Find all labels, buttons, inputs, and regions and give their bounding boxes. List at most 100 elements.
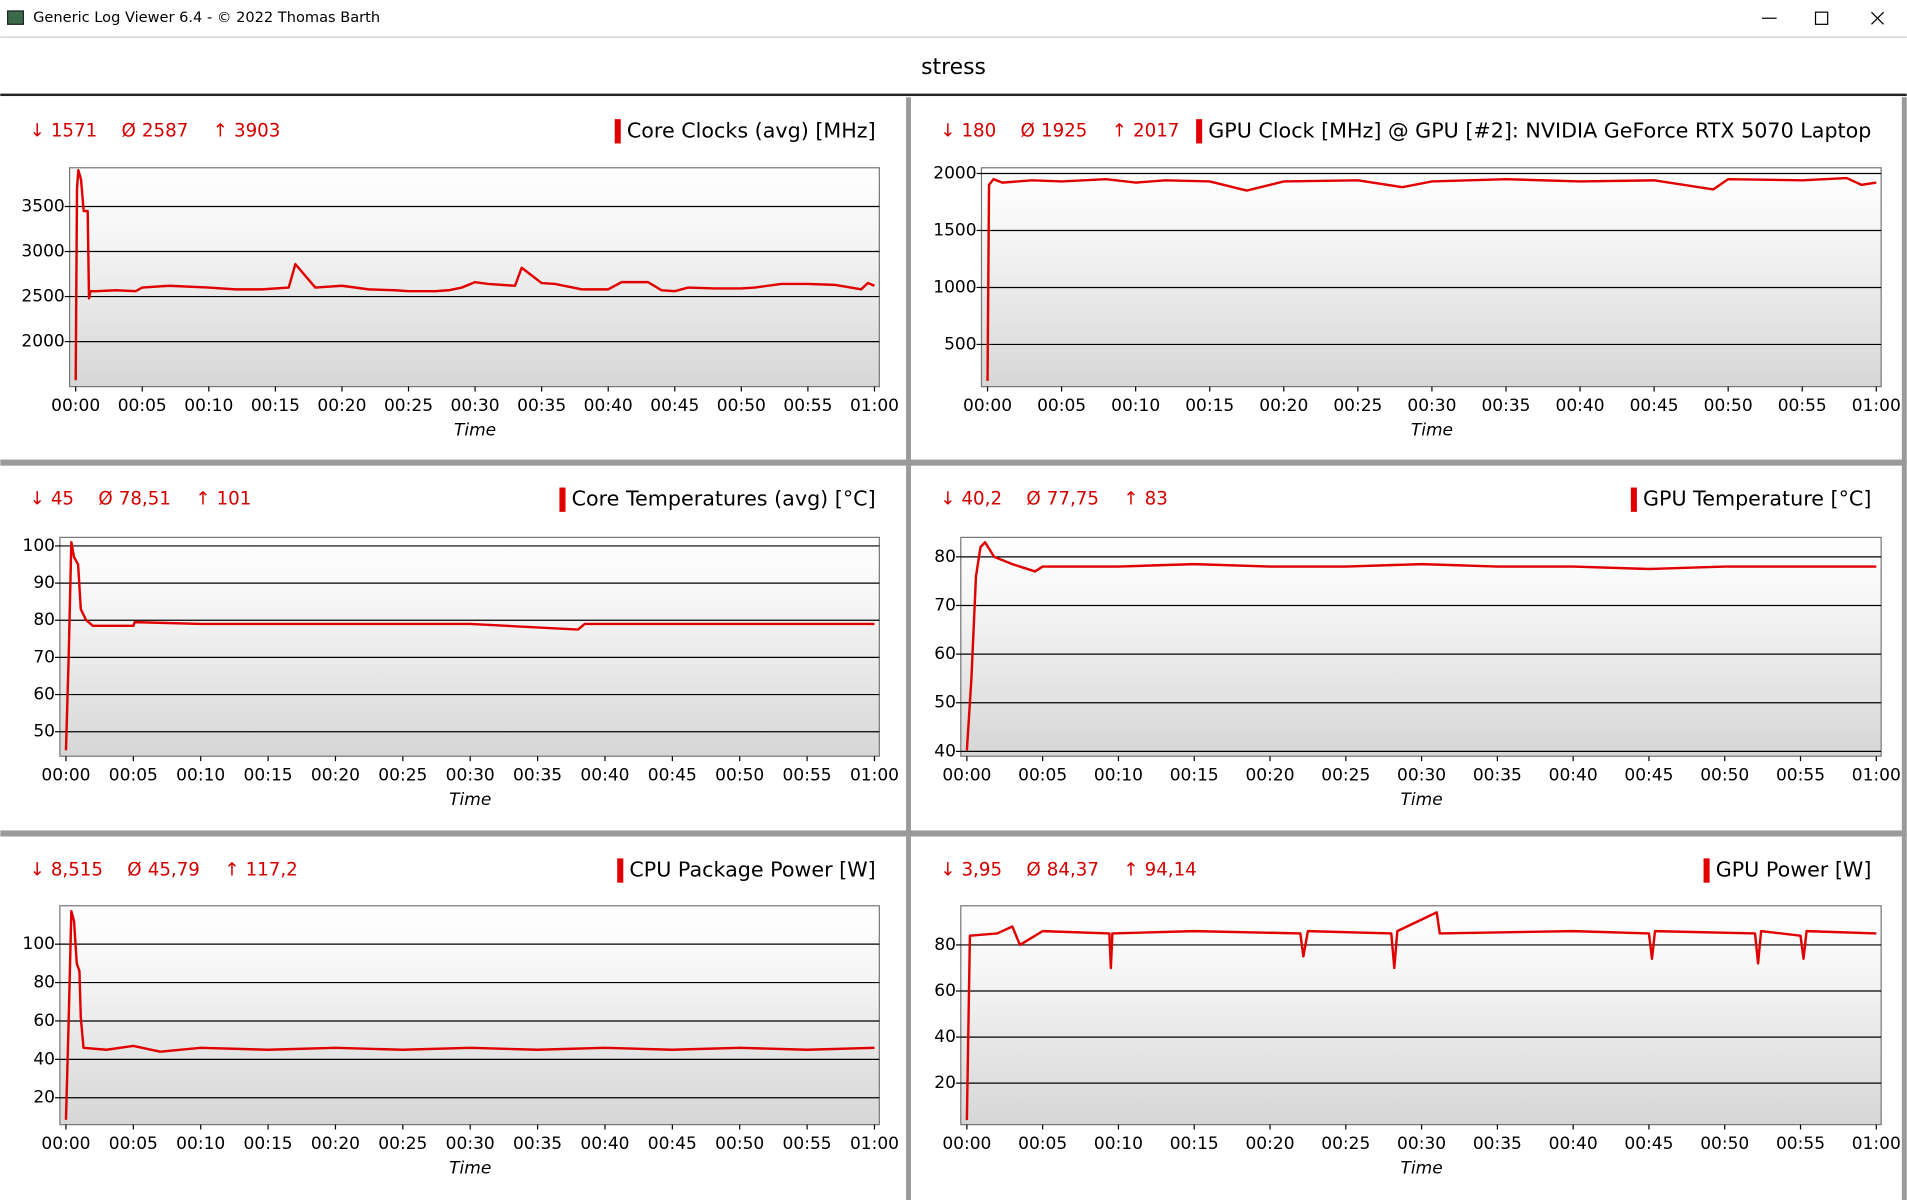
stat-value: 45 (51, 489, 74, 510)
y-tick-label: 40 (934, 741, 956, 761)
x-tick-label: 00:30 (446, 766, 495, 786)
stat-symbol: ↓ (29, 120, 44, 141)
stat-symbol: ↑ (213, 120, 228, 141)
x-tick-label: 00:35 (1473, 1134, 1522, 1154)
x-tick-label: 00:40 (1549, 766, 1598, 786)
x-tick-label: 00:30 (1397, 766, 1446, 786)
x-axis-label: Time (454, 420, 496, 440)
x-tick-label: 00:45 (1624, 1134, 1673, 1154)
x-tick-label: 00:20 (317, 396, 366, 416)
x-tick-label: 01:00 (850, 1134, 899, 1154)
y-tick-label: 1500 (933, 220, 976, 240)
y-tick-label: 3000 (21, 242, 64, 262)
stat-value: 2587 (142, 120, 188, 141)
maximize-button[interactable] (1814, 11, 1829, 25)
x-tick-label: 00:50 (715, 1134, 764, 1154)
stat-symbol: Ø (1021, 120, 1035, 141)
legend-label: GPU Temperature [°C] (1643, 487, 1871, 511)
plot-area (59, 905, 880, 1126)
plot-area (59, 536, 880, 757)
plot-area (960, 536, 1882, 757)
x-tick-label: 00:10 (176, 1134, 225, 1154)
y-tick-label: 20 (33, 1088, 55, 1108)
x-tick-label: 00:15 (1185, 396, 1234, 416)
stat-value: 3,95 (961, 860, 1002, 881)
stat-value: 1925 (1041, 120, 1087, 141)
legend-swatch (614, 119, 621, 144)
x-tick-label: 00:50 (1704, 396, 1753, 416)
x-tick-label: 00:15 (1170, 1134, 1219, 1154)
x-axis-label: Time (449, 790, 491, 810)
x-tick-label: 00:05 (1037, 396, 1086, 416)
stat-symbol: ↓ (29, 860, 44, 881)
x-tick-label: 01:00 (850, 766, 899, 786)
stat-symbol: ↑ (224, 860, 239, 881)
x-tick-label: 00:20 (311, 1134, 360, 1154)
y-tick-label: 70 (934, 595, 956, 615)
x-tick-label: 00:20 (1245, 766, 1294, 786)
panel-divider (0, 830, 1907, 837)
stat-value: 8,515 (51, 860, 103, 881)
close-button[interactable] (1871, 11, 1885, 25)
y-tick-label: 90 (33, 573, 55, 593)
y-tick-label: 2000 (21, 332, 64, 352)
x-tick-label: 00:55 (1776, 1134, 1825, 1154)
x-tick-label: 00:10 (1094, 766, 1143, 786)
y-tick-label: 80 (934, 547, 956, 567)
x-tick-label: 00:50 (715, 766, 764, 786)
x-tick-label: 00:35 (513, 1134, 562, 1154)
x-tick-label: 00:05 (1018, 1134, 1067, 1154)
x-tick-label: 00:20 (1259, 396, 1308, 416)
x-axis-label: Time (1400, 790, 1442, 810)
x-tick-label: 00:40 (1556, 396, 1605, 416)
stat-symbol: Ø (1026, 860, 1040, 881)
x-tick-label: 00:15 (1170, 766, 1219, 786)
x-tick-label: 00:25 (378, 1134, 427, 1154)
legend-label: GPU Clock [MHz] @ GPU [#2]: NVIDIA GeFor… (1208, 118, 1871, 142)
stat-value: 117,2 (246, 860, 298, 881)
x-tick-label: 00:55 (1776, 766, 1825, 786)
legend-swatch (1196, 119, 1203, 144)
legend-label: CPU Package Power [W] (629, 858, 875, 882)
x-tick-label: 00:50 (1700, 1134, 1749, 1154)
legend-swatch (1630, 487, 1637, 512)
plot-area (960, 905, 1882, 1126)
stat-value: 84,37 (1047, 860, 1099, 881)
x-tick-label: 00:40 (1549, 1134, 1598, 1154)
y-tick-label: 50 (33, 722, 55, 742)
y-tick-label: 60 (934, 981, 956, 1001)
x-tick-label: 00:10 (1094, 1134, 1143, 1154)
stat-symbol: Ø (1026, 489, 1040, 510)
y-tick-label: 2000 (933, 163, 976, 183)
stat-symbol: ↓ (940, 860, 955, 881)
data-line (965, 541, 1877, 751)
x-tick-label: 00:35 (517, 396, 566, 416)
x-tick-label: 00:45 (648, 766, 697, 786)
x-tick-label: 00:40 (580, 766, 629, 786)
data-line (74, 168, 875, 381)
y-tick-label: 50 (934, 693, 956, 713)
y-tick-label: 60 (33, 685, 55, 705)
y-tick-label: 80 (33, 973, 55, 993)
y-tick-label: 20 (934, 1073, 956, 1093)
stat-value: 40,2 (961, 489, 1002, 510)
stat-symbol: Ø (127, 860, 141, 881)
x-tick-label: 00:55 (1778, 396, 1827, 416)
x-axis-label: Time (1400, 1158, 1442, 1178)
x-tick-label: 00:30 (446, 1134, 495, 1154)
x-tick-label: 00:20 (1245, 1134, 1294, 1154)
y-tick-label: 60 (33, 1011, 55, 1031)
x-tick-label: 00:45 (650, 396, 699, 416)
x-tick-label: 00:50 (717, 396, 766, 416)
x-axis-label: Time (449, 1158, 491, 1178)
panel-divider (906, 97, 911, 1200)
y-tick-label: 70 (33, 647, 55, 667)
x-tick-label: 00:25 (384, 396, 433, 416)
app-icon (6, 10, 25, 25)
x-tick-label: 01:00 (1852, 766, 1901, 786)
x-tick-label: 00:45 (1624, 766, 1673, 786)
x-tick-label: 00:10 (176, 766, 225, 786)
x-axis-label: Time (1411, 420, 1453, 440)
x-tick-label: 00:45 (648, 1134, 697, 1154)
stat-symbol: ↑ (1123, 860, 1138, 881)
